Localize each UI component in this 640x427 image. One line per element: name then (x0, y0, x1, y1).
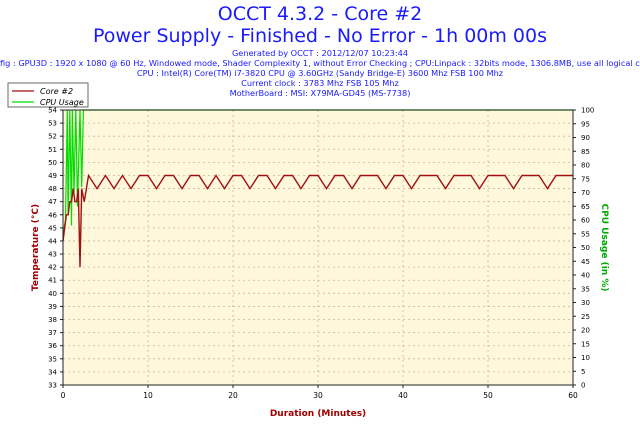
y2-tick-label: 55 (581, 230, 590, 238)
info-motherboard: MotherBoard : MSI: X79MA-GD45 (MS-7738) (229, 88, 411, 98)
y2-axis-label: CPU Usage (in %) (599, 204, 609, 292)
y2-tick-label: 50 (581, 244, 590, 252)
y-tick-label: 54 (48, 107, 57, 115)
y2-tick-label: 80 (581, 162, 590, 170)
y-tick-label: 45 (48, 224, 57, 232)
y-tick-label: 35 (48, 355, 57, 363)
y-tick-label: 40 (48, 290, 57, 298)
info-test-config: fig : GPU3D : 1920 x 1080 @ 60 Hz, Windo… (0, 58, 640, 68)
chart-subtitle: Power Supply - Finished - No Error - 1h … (92, 25, 548, 47)
y2-tick-label: 95 (581, 120, 590, 128)
y2-tick-label: 45 (581, 258, 590, 266)
series-core-2-line (62, 173, 573, 268)
y2-tick-label: 20 (581, 327, 590, 335)
y-tick-label: 34 (48, 368, 57, 376)
y-tick-label: 51 (48, 146, 57, 154)
x-tick-label: 0 (61, 391, 66, 400)
y-tick-label: 49 (48, 172, 57, 180)
y2-tick-label: 35 (581, 285, 590, 293)
y-tick-label: 52 (48, 133, 57, 141)
y2-tick-label: 0 (581, 382, 585, 390)
x-axis-label: Duration (Minutes) (270, 409, 366, 419)
legend-label: CPU Usage (40, 98, 84, 107)
series-layer (62, 109, 573, 268)
y2-tick-label: 10 (581, 354, 590, 362)
y2-tick-label: 65 (581, 203, 590, 211)
x-tick-label: 40 (398, 391, 408, 400)
y2-tick-label: 60 (581, 217, 590, 225)
info-generated: Generated by OCCT : 2012/12/07 10:23:44 (231, 48, 409, 58)
y-tick-label: 48 (48, 185, 57, 193)
y2-tick-label: 15 (581, 340, 590, 348)
y2-tick-label: 5 (581, 368, 585, 376)
series-cpu-usage-line (62, 109, 573, 234)
y-tick-label: 38 (48, 316, 57, 324)
x-tick-label: 10 (143, 391, 153, 400)
info-cpu: CPU : Intel(R) Core(TM) i7-3820 CPU @ 3.… (136, 68, 504, 78)
y-tick-label: 37 (48, 329, 57, 337)
axes: 3334353637383940414243444546474849505152… (48, 107, 594, 401)
y2-tick-label: 85 (581, 148, 590, 156)
x-tick-label: 60 (568, 391, 578, 400)
info-clock: Current clock : 3783 Mhz FSB 105 Mhz (241, 78, 399, 88)
y-tick-label: 42 (48, 264, 57, 272)
y2-tick-label: 75 (581, 175, 590, 183)
legend-box (7, 82, 89, 108)
y-tick-label: 36 (48, 342, 57, 350)
y-tick-label: 33 (48, 382, 57, 390)
y-tick-label: 41 (48, 277, 57, 285)
y2-tick-label: 70 (581, 189, 590, 197)
x-tick-label: 50 (483, 391, 493, 400)
grid-lines (63, 110, 573, 385)
y-tick-label: 46 (48, 211, 57, 219)
y-tick-label: 43 (48, 251, 57, 259)
y2-tick-label: 30 (581, 299, 590, 307)
y2-tick-label: 40 (581, 272, 590, 280)
y-axis-label: Temperature (°C) (31, 204, 41, 291)
legend: Core #2 CPU Usage (7, 82, 89, 108)
x-tick-label: 20 (228, 391, 238, 400)
y2-tick-label: 25 (581, 313, 590, 321)
chart-title: OCCT 4.3.2 - Core #2 (217, 3, 423, 25)
y-tick-label: 50 (48, 159, 57, 167)
y-tick-label: 44 (48, 237, 57, 245)
y-tick-label: 39 (48, 303, 57, 311)
y2-tick-label: 100 (581, 107, 594, 115)
y2-tick-label: 90 (581, 134, 590, 142)
y-tick-label: 47 (48, 198, 57, 206)
y-tick-label: 53 (48, 120, 57, 128)
x-tick-label: 30 (313, 391, 323, 400)
legend-label: Core #2 (40, 87, 73, 96)
